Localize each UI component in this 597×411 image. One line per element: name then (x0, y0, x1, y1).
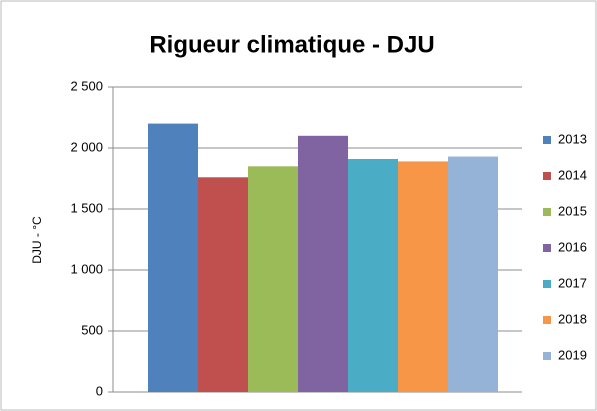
legend-label: 2019 (558, 347, 587, 362)
legend-swatch (543, 316, 551, 324)
legend-swatch (543, 244, 551, 252)
y-axis-label: DJU - °C (30, 216, 44, 264)
bar (348, 158, 398, 392)
y-tick-label: 500 (81, 322, 103, 337)
y-tick-label: 2 000 (70, 139, 103, 154)
y-tick-label: 0 (96, 383, 103, 398)
legend-swatch (543, 208, 551, 216)
bar (448, 156, 498, 392)
legend-label: 2015 (558, 203, 587, 218)
legend-label: 2013 (558, 131, 587, 146)
y-tick-label: 1 000 (70, 261, 103, 276)
y-tick-label: 1 500 (70, 200, 103, 215)
bar (398, 161, 448, 392)
legend-label: 2017 (558, 275, 587, 290)
legend-swatch (543, 172, 551, 180)
legend-swatch (543, 352, 551, 360)
y-tick-label: 2 500 (70, 78, 103, 93)
legend-label: 2016 (558, 239, 587, 254)
legend-swatch (543, 136, 551, 144)
bar (248, 166, 298, 392)
chart-title: Rigueur climatique - DJU (149, 31, 434, 58)
legend-label: 2018 (558, 311, 587, 326)
bar (148, 123, 198, 392)
legend-swatch (543, 280, 551, 288)
bar (298, 135, 348, 393)
bar (198, 177, 248, 392)
legend-label: 2014 (558, 167, 587, 182)
